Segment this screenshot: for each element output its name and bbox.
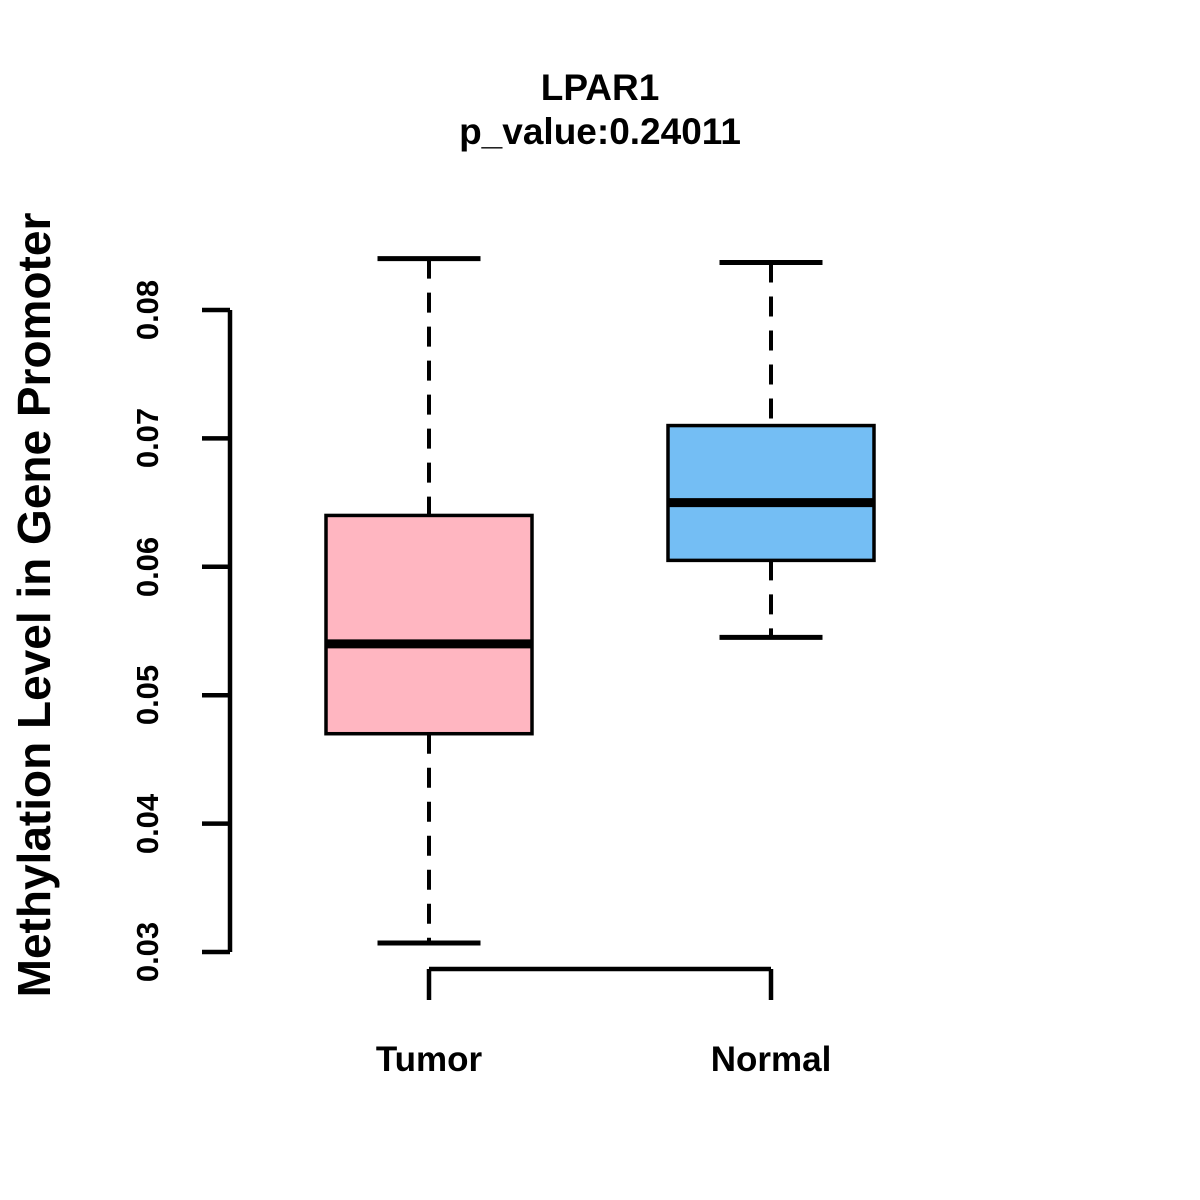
y-tick-label: 0.07	[130, 408, 165, 469]
y-tick-label: 0.03	[130, 921, 165, 983]
chart-subtitle: p_value:0.24011	[459, 111, 741, 152]
chart-title: LPAR1	[540, 67, 660, 108]
y-tick-label: 0.04	[130, 793, 165, 854]
y-tick-label: 0.06	[130, 536, 165, 597]
box-tumor	[324, 513, 534, 736]
y-axis-label: Methylation Level in Gene Promoter	[8, 212, 60, 998]
y-tick-label: 0.08	[130, 279, 165, 341]
box-normal	[666, 423, 876, 563]
x-category-label-tumor: Tumor	[375, 1040, 483, 1079]
y-tick-label: 0.05	[130, 665, 165, 726]
title-block: LPAR1 p_value:0.24011	[0, 66, 1200, 154]
x-category-label-normal: Normal	[710, 1040, 832, 1079]
